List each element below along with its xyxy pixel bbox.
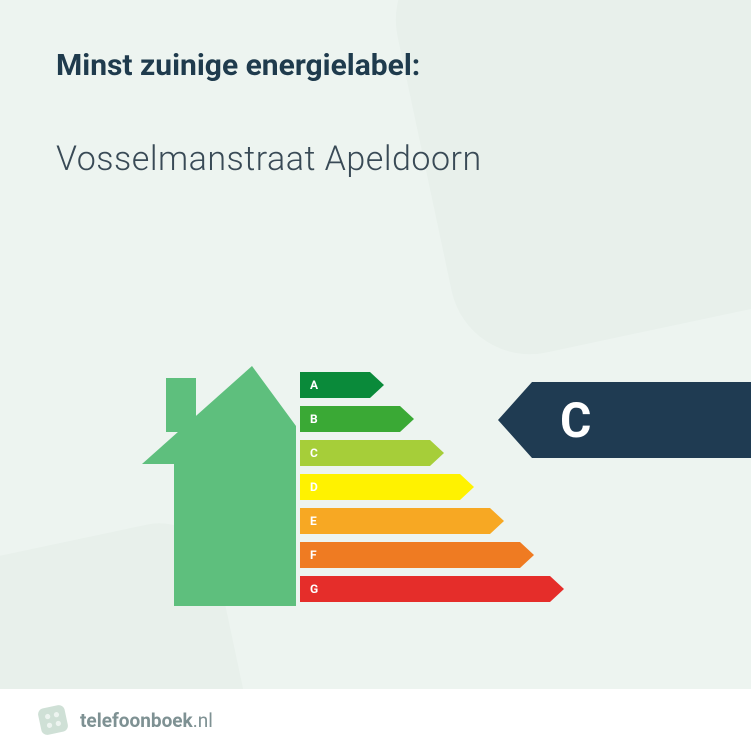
energy-bar-label: G [310, 582, 318, 596]
footer-brand-tld: .nl [193, 709, 213, 732]
telefoonboek-logo-icon [35, 702, 71, 738]
page-title: Minst zuinige energielabel: [56, 48, 695, 83]
house-icon [142, 366, 296, 606]
energy-bar-d [300, 474, 474, 500]
energy-bar-label: C [310, 446, 318, 460]
footer-brand: telefoonboek.nl [80, 709, 213, 732]
energy-bar-c [300, 440, 444, 466]
footer: telefoonboek.nl [0, 689, 751, 751]
energy-bar-g [300, 576, 564, 602]
energy-bar-label: B [310, 412, 318, 426]
energy-label-chart: A B C D E F G C [0, 340, 751, 650]
rating-pointer [498, 382, 751, 458]
address-subtitle: Vosselmanstraat Apeldoorn [56, 139, 695, 179]
energy-bar-label: A [310, 378, 319, 392]
energy-bar-e [300, 508, 504, 534]
energy-bar-label: E [310, 514, 317, 528]
energy-bar-f [300, 542, 534, 568]
footer-brand-bold: telefoonboek [80, 709, 193, 732]
rating-pointer-label: C [560, 392, 591, 449]
energy-bar-label: D [310, 480, 318, 494]
energy-bar-label: F [310, 548, 317, 562]
